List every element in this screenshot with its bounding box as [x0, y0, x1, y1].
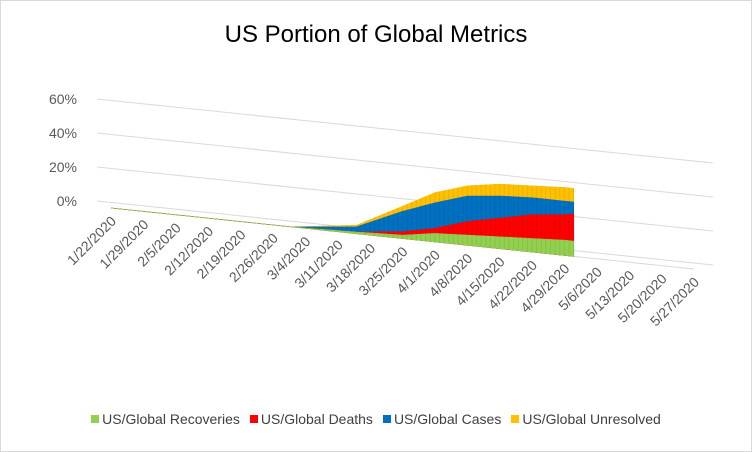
- plot-area: 0%20%40%60% 1/22/20201/29/20202/5/20202/…: [49, 91, 714, 329]
- chart-title: US Portion of Global Metrics: [224, 21, 528, 48]
- y-tick-label: 40%: [49, 125, 77, 141]
- legend-swatch: [511, 415, 520, 423]
- legend-label: US/Global Cases: [393, 411, 502, 427]
- legend-swatch: [382, 415, 391, 423]
- series-area-us-global-recoveries: [110, 207, 574, 257]
- legend-label: US/Global Deaths: [260, 411, 373, 427]
- legend-entry: US/Global Cases: [382, 411, 502, 427]
- legend-entry: US/Global Recoveries: [91, 411, 240, 427]
- gridline: [96, 166, 714, 232]
- legend-swatch: [91, 415, 100, 423]
- legend: US/Global Recoveries US/Global Deaths US/G…: [1, 411, 751, 427]
- y-tick-label: 20%: [49, 159, 77, 175]
- legend-swatch: [249, 415, 258, 423]
- legend-entry: US/Global Deaths: [249, 411, 373, 427]
- y-tick-label: 0%: [57, 193, 77, 209]
- gridline: [96, 98, 714, 164]
- legend-entry: US/Global Unresolved: [511, 411, 661, 427]
- legend-label: US/Global Unresolved: [522, 411, 661, 427]
- legend-label: US/Global Recoveries: [102, 411, 240, 427]
- y-tick-label: 60%: [49, 91, 77, 107]
- gridline: [96, 132, 714, 198]
